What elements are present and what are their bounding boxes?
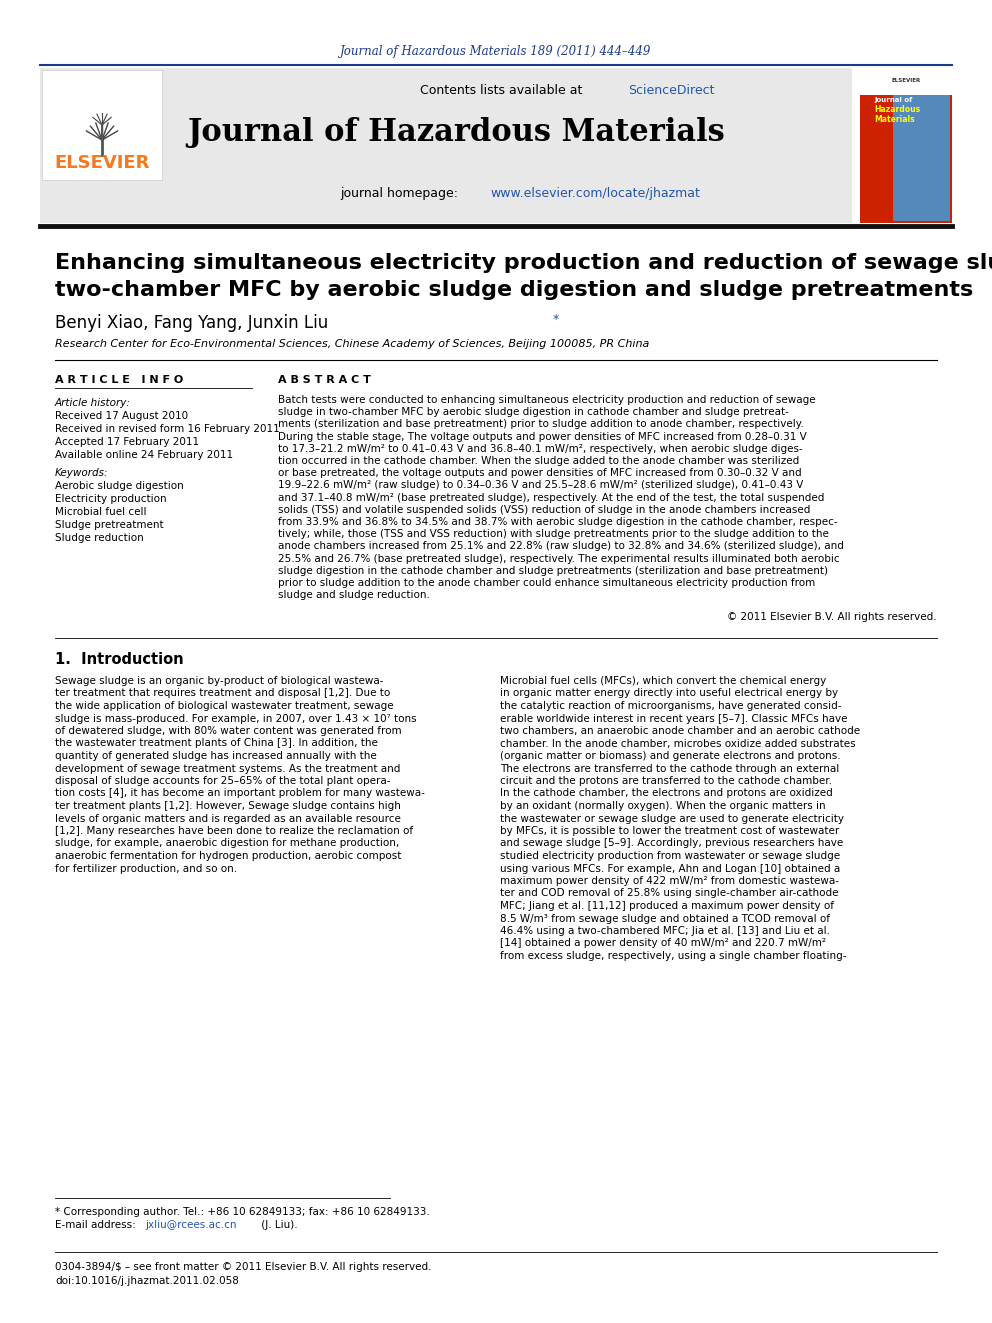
Text: of dewatered sludge, with 80% water content was generated from: of dewatered sludge, with 80% water cont… <box>55 726 402 736</box>
Text: the wide application of biological wastewater treatment, sewage: the wide application of biological waste… <box>55 701 394 710</box>
Text: www.elsevier.com/locate/jhazmat: www.elsevier.com/locate/jhazmat <box>490 187 700 200</box>
Text: 0304-3894/$ – see front matter © 2011 Elsevier B.V. All rights reserved.: 0304-3894/$ – see front matter © 2011 El… <box>55 1262 432 1271</box>
Text: A B S T R A C T: A B S T R A C T <box>278 374 371 385</box>
Text: (organic matter or biomass) and generate electrons and protons.: (organic matter or biomass) and generate… <box>500 751 840 761</box>
Text: Hazardous: Hazardous <box>874 106 921 115</box>
Text: the wastewater treatment plants of China [3]. In addition, the: the wastewater treatment plants of China… <box>55 738 378 749</box>
Text: from 33.9% and 36.8% to 34.5% and 38.7% with aerobic sludge digestion in the cat: from 33.9% and 36.8% to 34.5% and 38.7% … <box>278 517 837 527</box>
Bar <box>40 67 852 224</box>
Text: the catalytic reaction of microorganisms, have generated consid-: the catalytic reaction of microorganisms… <box>500 701 841 710</box>
Text: Enhancing simultaneous electricity production and reduction of sewage sludge in: Enhancing simultaneous electricity produ… <box>55 253 992 273</box>
Text: *: * <box>553 312 559 325</box>
Text: A R T I C L E   I N F O: A R T I C L E I N F O <box>55 374 184 385</box>
Text: Benyi Xiao, Fang Yang, Junxin Liu: Benyi Xiao, Fang Yang, Junxin Liu <box>55 314 328 332</box>
Text: 8.5 W/m³ from sewage sludge and obtained a TCOD removal of: 8.5 W/m³ from sewage sludge and obtained… <box>500 913 830 923</box>
Text: The electrons are transferred to the cathode through an external: The electrons are transferred to the cat… <box>500 763 839 774</box>
Text: tion occurred in the cathode chamber. When the sludge added to the anode chamber: tion occurred in the cathode chamber. Wh… <box>278 456 800 466</box>
Text: Aerobic sludge digestion: Aerobic sludge digestion <box>55 482 184 491</box>
Text: the wastewater or sewage sludge are used to generate electricity: the wastewater or sewage sludge are used… <box>500 814 844 823</box>
Text: development of sewage treatment systems. As the treatment and: development of sewage treatment systems.… <box>55 763 401 774</box>
Text: or base pretreated, the voltage outputs and power densities of MFC increased fro: or base pretreated, the voltage outputs … <box>278 468 802 478</box>
Text: E-mail address:: E-mail address: <box>55 1220 139 1230</box>
Bar <box>860 67 952 95</box>
Text: solids (TSS) and volatile suspended solids (VSS) reduction of sludge in the anod: solids (TSS) and volatile suspended soli… <box>278 505 810 515</box>
Text: * Corresponding author. Tel.: +86 10 62849133; fax: +86 10 62849133.: * Corresponding author. Tel.: +86 10 628… <box>55 1207 430 1217</box>
Text: anaerobic fermentation for hydrogen production, aerobic compost: anaerobic fermentation for hydrogen prod… <box>55 851 402 861</box>
Text: Electricity production: Electricity production <box>55 493 167 504</box>
Text: MFC; Jiang et al. [11,12] produced a maximum power density of: MFC; Jiang et al. [11,12] produced a max… <box>500 901 834 912</box>
Text: circuit and the protons are transferred to the cathode chamber.: circuit and the protons are transferred … <box>500 777 832 786</box>
Text: and 37.1–40.8 mW/m² (base pretreated sludge), respectively. At the end of the te: and 37.1–40.8 mW/m² (base pretreated slu… <box>278 492 824 503</box>
Text: © 2011 Elsevier B.V. All rights reserved.: © 2011 Elsevier B.V. All rights reserved… <box>727 613 937 622</box>
Text: [1,2]. Many researches have been done to realize the reclamation of: [1,2]. Many researches have been done to… <box>55 826 413 836</box>
Text: Article history:: Article history: <box>55 398 131 407</box>
Bar <box>860 67 952 224</box>
Text: Received 17 August 2010: Received 17 August 2010 <box>55 411 188 421</box>
Text: Journal of Hazardous Materials: Journal of Hazardous Materials <box>187 118 725 148</box>
Text: Available online 24 February 2011: Available online 24 February 2011 <box>55 450 233 460</box>
Text: ELSEVIER: ELSEVIER <box>892 78 921 83</box>
Text: Microbial fuel cell: Microbial fuel cell <box>55 507 147 517</box>
Text: levels of organic matters and is regarded as an available resource: levels of organic matters and is regarde… <box>55 814 401 823</box>
Text: jxliu@rcees.ac.cn: jxliu@rcees.ac.cn <box>145 1220 236 1230</box>
Text: Materials: Materials <box>874 115 915 124</box>
Text: Sludge reduction: Sludge reduction <box>55 533 144 542</box>
Bar <box>893 95 950 221</box>
Text: 19.9–22.6 mW/m² (raw sludge) to 0.34–0.36 V and 25.5–28.6 mW/m² (sterilized slud: 19.9–22.6 mW/m² (raw sludge) to 0.34–0.3… <box>278 480 804 491</box>
Text: by MFCs, it is possible to lower the treatment cost of wastewater: by MFCs, it is possible to lower the tre… <box>500 826 839 836</box>
Text: erable worldwide interest in recent years [5–7]. Classic MFCs have: erable worldwide interest in recent year… <box>500 713 847 724</box>
Text: sludge in two-chamber MFC by aerobic sludge digestion in cathode chamber and slu: sludge in two-chamber MFC by aerobic slu… <box>278 407 789 417</box>
Text: tion costs [4], it has become an important problem for many wastewa-: tion costs [4], it has become an importa… <box>55 789 425 799</box>
Text: ScienceDirect: ScienceDirect <box>628 83 714 97</box>
Text: anode chambers increased from 25.1% and 22.8% (raw sludge) to 32.8% and 34.6% (s: anode chambers increased from 25.1% and … <box>278 541 844 552</box>
Bar <box>42 70 162 180</box>
Text: sludge and sludge reduction.: sludge and sludge reduction. <box>278 590 430 601</box>
Text: Contents lists available at: Contents lists available at <box>420 83 586 97</box>
Text: sludge digestion in the cathode chamber and sludge pretreatments (sterilization : sludge digestion in the cathode chamber … <box>278 566 828 576</box>
Text: Journal of Hazardous Materials 189 (2011) 444–449: Journal of Hazardous Materials 189 (2011… <box>340 45 652 58</box>
Text: During the stable stage, The voltage outputs and power densities of MFC increase: During the stable stage, The voltage out… <box>278 431 806 442</box>
Text: 46.4% using a two-chambered MFC; Jia et al. [13] and Liu et al.: 46.4% using a two-chambered MFC; Jia et … <box>500 926 830 935</box>
Text: doi:10.1016/j.jhazmat.2011.02.058: doi:10.1016/j.jhazmat.2011.02.058 <box>55 1275 239 1286</box>
Text: Accepted 17 February 2011: Accepted 17 February 2011 <box>55 437 199 447</box>
Text: and sewage sludge [5–9]. Accordingly, previous researchers have: and sewage sludge [5–9]. Accordingly, pr… <box>500 839 843 848</box>
Text: sludge, for example, anaerobic digestion for methane production,: sludge, for example, anaerobic digestion… <box>55 839 399 848</box>
Text: tively; while, those (TSS and VSS reduction) with sludge pretreatments prior to : tively; while, those (TSS and VSS reduct… <box>278 529 829 540</box>
Text: disposal of sludge accounts for 25–65% of the total plant opera-: disposal of sludge accounts for 25–65% o… <box>55 777 391 786</box>
Text: ments (sterilization and base pretreatment) prior to sludge addition to anode ch: ments (sterilization and base pretreatme… <box>278 419 804 430</box>
Text: two-chamber MFC by aerobic sludge digestion and sludge pretreatments: two-chamber MFC by aerobic sludge digest… <box>55 280 973 300</box>
Text: In the cathode chamber, the electrons and protons are oxidized: In the cathode chamber, the electrons an… <box>500 789 832 799</box>
Text: 1.  Introduction: 1. Introduction <box>55 652 184 668</box>
Text: two chambers, an anaerobic anode chamber and an aerobic cathode: two chambers, an anaerobic anode chamber… <box>500 726 860 736</box>
Text: Journal of: Journal of <box>874 97 913 103</box>
Text: [14] obtained a power density of 40 mW/m² and 220.7 mW/m²: [14] obtained a power density of 40 mW/m… <box>500 938 826 949</box>
Text: studied electricity production from wastewater or sewage sludge: studied electricity production from wast… <box>500 851 840 861</box>
Text: Keywords:: Keywords: <box>55 468 108 478</box>
Text: ter and COD removal of 25.8% using single-chamber air-cathode: ter and COD removal of 25.8% using singl… <box>500 889 838 898</box>
Text: maximum power density of 422 mW/m² from domestic wastewa-: maximum power density of 422 mW/m² from … <box>500 876 839 886</box>
Text: Microbial fuel cells (MFCs), which convert the chemical energy: Microbial fuel cells (MFCs), which conve… <box>500 676 826 687</box>
Text: ELSEVIER: ELSEVIER <box>55 153 150 172</box>
Text: in organic matter energy directly into useful electrical energy by: in organic matter energy directly into u… <box>500 688 838 699</box>
Text: chamber. In the anode chamber, microbes oxidize added substrates: chamber. In the anode chamber, microbes … <box>500 738 856 749</box>
Text: ter treatment plants [1,2]. However, Sewage sludge contains high: ter treatment plants [1,2]. However, Sew… <box>55 800 401 811</box>
Text: from excess sludge, respectively, using a single chamber floating-: from excess sludge, respectively, using … <box>500 951 846 960</box>
Text: ter treatment that requires treatment and disposal [1,2]. Due to: ter treatment that requires treatment an… <box>55 688 390 699</box>
Text: Sewage sludge is an organic by-product of biological wastewa-: Sewage sludge is an organic by-product o… <box>55 676 384 687</box>
Text: using various MFCs. For example, Ahn and Logan [10] obtained a: using various MFCs. For example, Ahn and… <box>500 864 840 873</box>
Text: to 17.3–21.2 mW/m² to 0.41–0.43 V and 36.8–40.1 mW/m², respectively, when aerobi: to 17.3–21.2 mW/m² to 0.41–0.43 V and 36… <box>278 443 803 454</box>
Text: (J. Liu).: (J. Liu). <box>258 1220 298 1230</box>
Text: sludge is mass-produced. For example, in 2007, over 1.43 × 10⁷ tons: sludge is mass-produced. For example, in… <box>55 713 417 724</box>
Text: 25.5% and 26.7% (base pretreated sludge), respectively. The experimental results: 25.5% and 26.7% (base pretreated sludge)… <box>278 553 839 564</box>
Text: by an oxidant (normally oxygen). When the organic matters in: by an oxidant (normally oxygen). When th… <box>500 800 825 811</box>
Text: for fertilizer production, and so on.: for fertilizer production, and so on. <box>55 864 237 873</box>
Text: prior to sludge addition to the anode chamber could enhance simultaneous electri: prior to sludge addition to the anode ch… <box>278 578 815 587</box>
Text: journal homepage:: journal homepage: <box>340 187 462 200</box>
Text: Sludge pretreatment: Sludge pretreatment <box>55 520 164 531</box>
Text: Received in revised form 16 February 2011: Received in revised form 16 February 201… <box>55 423 280 434</box>
Text: Research Center for Eco-Environmental Sciences, Chinese Academy of Sciences, Bei: Research Center for Eco-Environmental Sc… <box>55 339 650 349</box>
Text: quantity of generated sludge has increased annually with the: quantity of generated sludge has increas… <box>55 751 377 761</box>
Text: Batch tests were conducted to enhancing simultaneous electricity production and : Batch tests were conducted to enhancing … <box>278 396 815 405</box>
